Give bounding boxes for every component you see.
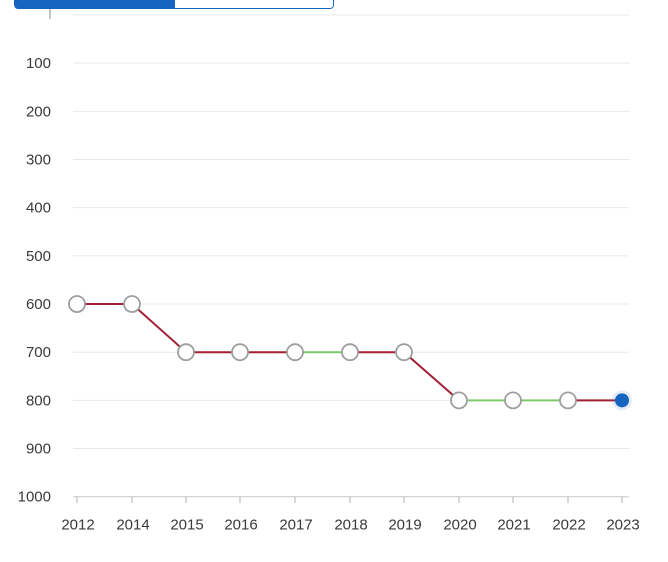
y-tick-label: 200 [26, 103, 51, 120]
x-tick-label: 2021 [497, 517, 530, 534]
data-point [177, 343, 195, 362]
y-tick-label: 400 [26, 200, 51, 217]
x-tick-label: 2022 [552, 517, 585, 534]
y-tick-label: 1000 [18, 489, 51, 506]
data-point [68, 295, 86, 313]
x-tick-label: 2015 [170, 517, 203, 534]
data-point [559, 391, 577, 410]
series-segment [131, 303, 187, 354]
view-toggle-active-segment[interactable] [15, 0, 175, 8]
y-tick-label: 700 [26, 344, 51, 361]
view-toggle-inactive-segment[interactable] [175, 0, 333, 8]
x-tick-label: 2012 [61, 517, 94, 534]
x-tick-label: 2023 [606, 517, 639, 534]
x-tick-label: 2019 [388, 517, 421, 534]
data-point [395, 343, 413, 362]
data-point [123, 295, 141, 313]
y-axis: 100 200 300 400 500 600 700 800 900 1000 [18, 9, 51, 506]
data-point [450, 391, 468, 410]
y-tick-label: 500 [26, 248, 51, 265]
x-tick-label: 2017 [279, 517, 312, 534]
current-data-point [615, 393, 629, 408]
series-line [76, 303, 623, 402]
chart-gridlines [73, 14, 629, 498]
y-tick-label: 100 [26, 55, 51, 72]
x-tick-label: 2020 [443, 517, 476, 534]
data-point [231, 343, 249, 362]
y-tick-label: 300 [26, 152, 51, 169]
y-tick-label: 900 [26, 441, 51, 458]
series-points [68, 295, 632, 411]
view-toggle[interactable] [14, 0, 334, 9]
data-point [504, 391, 522, 410]
y-tick-label: 600 [26, 296, 51, 313]
data-point [341, 343, 359, 362]
series-segment [403, 351, 460, 402]
x-tick-label: 2014 [116, 517, 149, 534]
y-tick-label: 800 [26, 392, 51, 409]
x-axis: 2012 2014 2015 2016 2017 2018 2019 2020 2021 2022… [61, 496, 640, 534]
data-point [286, 343, 304, 362]
x-tick-label: 2016 [224, 517, 257, 534]
x-tick-label: 2018 [334, 517, 367, 534]
